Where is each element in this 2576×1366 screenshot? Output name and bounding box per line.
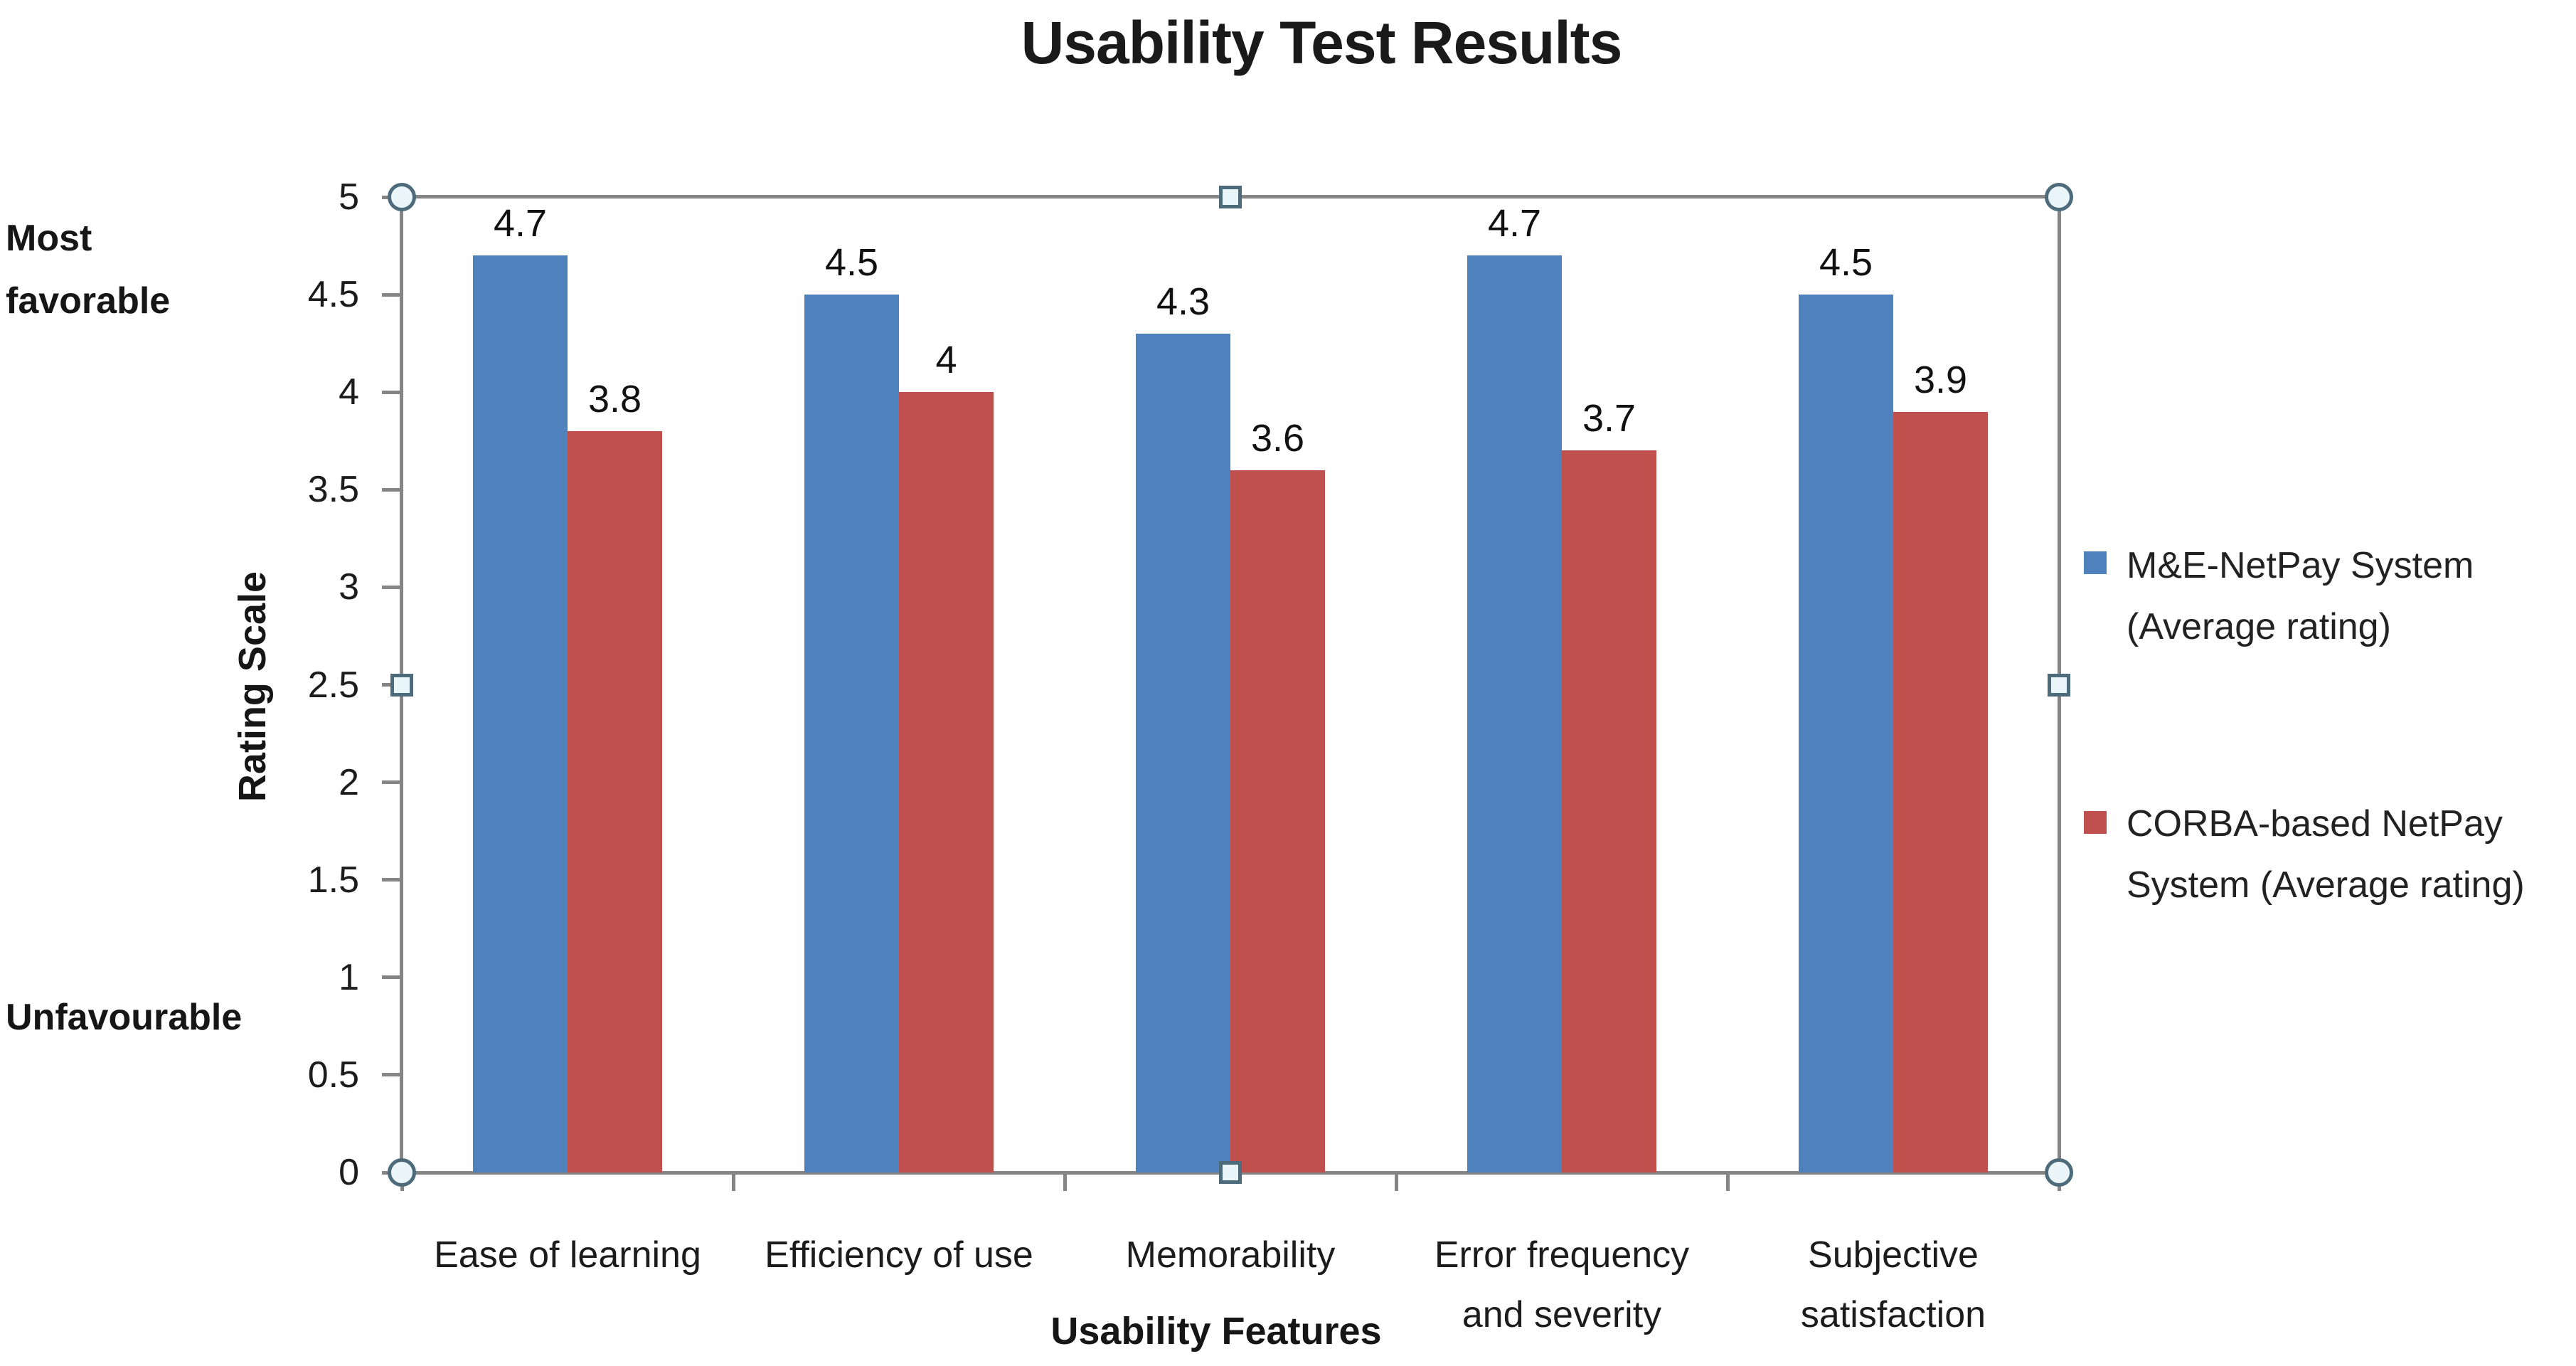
y-tick-label: 5 [339, 176, 359, 218]
selection-handle-top-center[interactable] [1219, 186, 1242, 208]
data-label: 4.3 [1156, 280, 1210, 323]
category-label: Subjective satisfaction [1800, 1234, 1986, 1335]
y-tick-mark [382, 1073, 400, 1077]
x-tick-mark [1725, 1172, 1730, 1191]
bar-series-2-cat-4[interactable] [1562, 450, 1656, 1172]
data-label: 4.7 [493, 202, 548, 245]
bar-series-1-cat-5[interactable] [1799, 295, 1893, 1172]
annotation-unfavourable: Unfavourable [6, 997, 243, 1038]
y-tick-label: 2 [339, 761, 359, 803]
bar-series-2-cat-5[interactable] [1893, 411, 1988, 1172]
y-tick-label: 2.5 [307, 664, 359, 706]
selection-handle-middle-right[interactable] [2048, 673, 2070, 697]
y-tick-label: 0.5 [307, 1054, 359, 1096]
chart-title[interactable]: Usability Test Results [1021, 9, 1623, 76]
bar-series-1-cat-4[interactable] [1467, 255, 1562, 1172]
selection-handle-bottom-center[interactable] [1219, 1161, 1242, 1184]
data-label: 4 [935, 339, 957, 382]
bar-series-2-cat-3[interactable] [1230, 470, 1325, 1172]
y-tick-mark [382, 390, 400, 394]
legend-label: CORBA-based NetPay System (Average ratin… [2127, 803, 2525, 906]
y-tick-mark [382, 975, 400, 980]
category-label: Error frequency and severity [1434, 1234, 1690, 1335]
data-label: 3.9 [1913, 358, 1968, 401]
legend-swatch-icon [2084, 551, 2107, 574]
selection-handle-top-right[interactable] [2045, 183, 2073, 211]
y-tick-mark [382, 292, 400, 297]
bar-series-2-cat-2[interactable] [899, 392, 994, 1172]
y-tick-label: 4 [339, 371, 359, 413]
data-label: 4.5 [1819, 241, 1873, 285]
data-label: 4.5 [824, 241, 879, 285]
bar-series-1-cat-1[interactable] [473, 255, 568, 1172]
bar-series-1-cat-3[interactable] [1136, 333, 1230, 1172]
y-tick-mark [382, 878, 400, 882]
data-label: 3.8 [587, 378, 642, 421]
y-tick-mark [382, 780, 400, 785]
category-label: Memorability [1125, 1234, 1336, 1276]
y-tick-label: 3.5 [307, 469, 359, 511]
x-axis-title[interactable]: Usability Features [1050, 1310, 1382, 1352]
selection-handle-bottom-right[interactable] [2045, 1158, 2073, 1187]
y-tick-label: 4.5 [307, 274, 359, 316]
bar-series-2-cat-1[interactable] [568, 431, 662, 1172]
selection-handle-top-left[interactable] [388, 183, 416, 211]
y-tick-label: 0 [339, 1152, 359, 1193]
data-label: 3.7 [1582, 397, 1636, 440]
x-tick-mark [1063, 1172, 1067, 1191]
bar-series-1-cat-2[interactable] [804, 295, 899, 1172]
annotation-most-favorable: Most favorable [6, 218, 171, 322]
category-label: Ease of learning [434, 1234, 701, 1276]
y-tick-label: 1 [339, 956, 359, 998]
data-label: 3.6 [1250, 416, 1305, 460]
selection-handle-middle-left[interactable] [390, 673, 413, 697]
x-tick-mark [1394, 1172, 1398, 1191]
y-tick-label: 1.5 [307, 859, 359, 901]
legend-label: M&E-NetPay System (Average rating) [2127, 545, 2474, 647]
x-tick-mark [731, 1172, 735, 1191]
y-tick-mark [382, 585, 400, 589]
selection-handle-bottom-left[interactable] [388, 1158, 416, 1187]
legend-swatch-icon [2084, 811, 2107, 834]
y-tick-label: 3 [339, 566, 359, 608]
y-tick-mark [382, 487, 400, 492]
category-label: Efficiency of use [765, 1234, 1033, 1276]
data-label: 4.7 [1487, 202, 1542, 245]
